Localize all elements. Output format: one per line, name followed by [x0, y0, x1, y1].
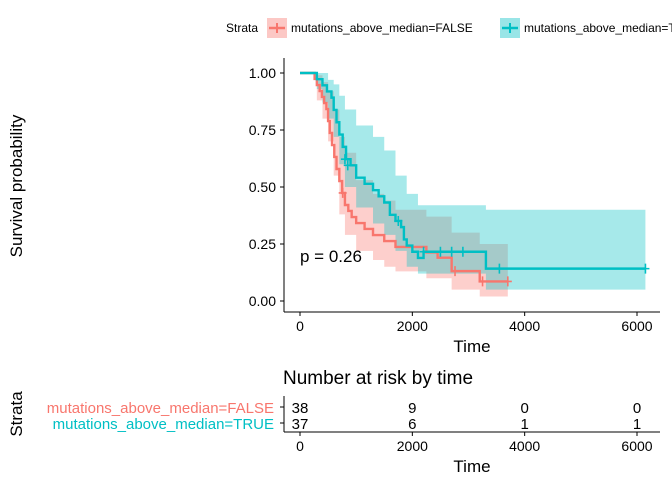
legend: Strata mutations_above_median=FALSE muta…	[226, 18, 672, 38]
censor-mark-false-2	[478, 276, 487, 287]
ci-band-true	[300, 73, 646, 290]
y-tick-label: 0.50	[249, 179, 276, 195]
risk-y-axis-label: Strata	[7, 391, 26, 437]
risk-x-axis-label: Time	[453, 457, 490, 476]
legend-label-true: mutations_above_median=TRUE	[524, 21, 672, 35]
censor-mark-false-3	[503, 276, 512, 287]
x-tick-label: 2000	[397, 318, 428, 334]
risk-x-tick-label: 2000	[397, 438, 428, 454]
p-value-annotation: p = 0.26	[300, 247, 362, 266]
risk-table-strata-labels: mutations_above_median=FALSEmutations_ab…	[47, 400, 274, 433]
risk-table-panel: Number at risk by time mutations_above_m…	[7, 368, 660, 476]
confidence-bands	[300, 73, 646, 297]
risk-value: 6	[408, 416, 416, 433]
censor-mark-false-0	[338, 187, 347, 198]
risk-value: 9	[408, 400, 416, 417]
censor-mark-true-1	[343, 160, 352, 171]
censor-mark-true-0	[340, 154, 349, 165]
risk-value: 0	[633, 400, 641, 417]
y-tick-label: 0.25	[249, 236, 276, 252]
censor-mark-true-8	[641, 263, 650, 274]
y-tick-label: 1.00	[249, 65, 276, 81]
y-axis-ticks: 0.00 0.25 0.50 0.75 1.00	[249, 65, 284, 309]
censor-mark-false-1	[451, 266, 460, 277]
risk-y-axis-ticks	[280, 406, 284, 424]
censor-mark-true-5	[447, 246, 456, 257]
survival-plot-panel: 0.00 0.25 0.50 0.75 1.00 0 2000 4000 6000 p = 0…	[7, 58, 660, 356]
legend-title: Strata	[226, 21, 258, 35]
censor-mark-true-2	[394, 215, 403, 226]
legend-label-false: mutations_above_median=FALSE	[291, 21, 473, 35]
censor-mark-true-4	[436, 246, 445, 257]
risk-table-title: Number at risk by time	[283, 368, 473, 389]
x-axis-label: Time	[453, 337, 490, 356]
risk-strata-label-0: mutations_above_median=FALSE	[47, 400, 274, 417]
legend-key-false	[267, 18, 287, 38]
censor-mark-true-6	[458, 246, 467, 257]
risk-strata-label-1: mutations_above_median=TRUE	[53, 416, 274, 433]
ci-band-false	[300, 73, 508, 297]
censor-mark-true-3	[419, 246, 428, 257]
y-tick-label: 0.00	[249, 293, 276, 309]
censor-marks	[338, 154, 650, 287]
x-tick-label: 6000	[621, 318, 652, 334]
x-tick-label: 0	[296, 318, 304, 334]
risk-x-axis-ticks: 0 2000 4000 6000	[296, 432, 653, 454]
legend-key-true	[500, 18, 520, 38]
risk-value: 1	[633, 416, 641, 433]
survival-curve-true	[300, 71, 646, 270]
censor-mark-true-7	[495, 263, 504, 274]
risk-x-tick-label: 4000	[509, 438, 540, 454]
survival-curve-false	[300, 71, 508, 283]
risk-value: 1	[520, 416, 528, 433]
x-axis-ticks: 0 2000 4000 6000	[296, 312, 653, 334]
risk-value: 37	[292, 416, 309, 433]
risk-value: 0	[520, 400, 528, 417]
y-tick-label: 0.75	[249, 122, 276, 138]
y-axis-label: Survival probability	[7, 114, 26, 257]
survival-curves	[300, 71, 646, 283]
risk-table-values: 38 9 0 0 37 6 1 1	[292, 400, 642, 433]
risk-x-tick-label: 0	[296, 438, 304, 454]
risk-x-tick-label: 6000	[621, 438, 652, 454]
x-tick-label: 4000	[509, 318, 540, 334]
risk-value: 38	[292, 400, 309, 417]
